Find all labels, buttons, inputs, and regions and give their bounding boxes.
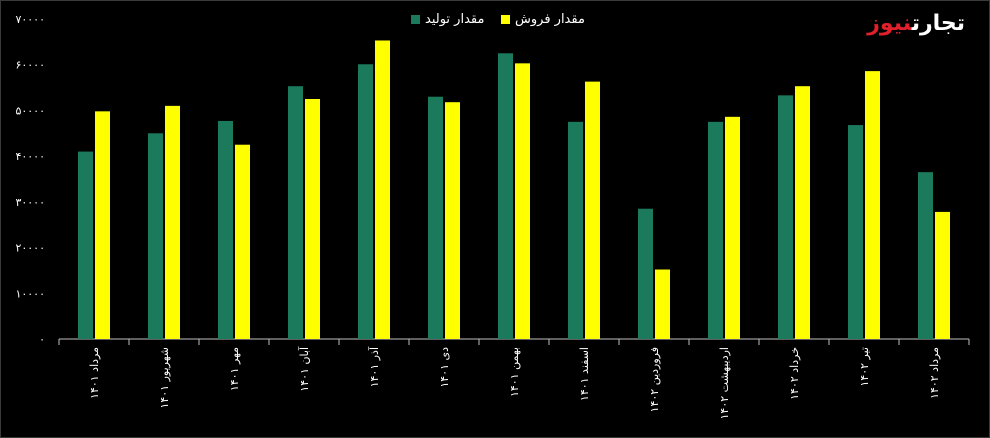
x-tick-label: آبان ۱۴۰۱ — [297, 346, 311, 392]
bar-sales — [235, 144, 250, 339]
bar-production — [78, 151, 93, 339]
bar-production — [778, 95, 793, 339]
y-tick-label: ۱۰۰۰۰ — [15, 287, 45, 300]
legend-label-sales: مقدار فروش — [515, 12, 585, 27]
y-tick-label: ۳۰۰۰۰ — [15, 196, 45, 209]
bar-production — [848, 125, 863, 339]
x-tick-label: مرداد ۱۴۰۲ — [928, 347, 941, 399]
brand-part2: تجارت — [911, 11, 965, 36]
bar-sales — [865, 71, 880, 339]
legend-label-production: مقدار تولید — [425, 12, 484, 27]
x-tick-label: بهمن ۱۴۰۱ — [508, 347, 521, 397]
bar-production — [498, 53, 513, 340]
x-tick-label: تیر ۱۴۰۲ — [858, 347, 871, 387]
y-tick-label: ۰ — [39, 333, 45, 346]
y-tick-label: ۲۰۰۰۰ — [15, 242, 45, 255]
legend-swatch-sales — [501, 15, 510, 24]
bar-production — [638, 208, 653, 339]
bar-sales — [655, 269, 670, 339]
x-tick-label: خرداد ۱۴۰۲ — [788, 347, 801, 400]
y-tick-label: ۴۰۰۰۰ — [15, 150, 45, 163]
x-tick-label: مرداد ۱۴۰۱ — [88, 347, 101, 399]
brand-logo: تجارتنیوز — [867, 11, 965, 36]
bar-sales — [515, 63, 530, 339]
y-tick-label: ۷۰۰۰۰ — [15, 13, 45, 26]
bar-sales — [165, 105, 180, 339]
bar-sales — [725, 116, 740, 339]
x-tick-label: اردیبهشت ۱۴۰۲ — [718, 347, 731, 419]
x-tick-label: دی ۱۴۰۱ — [438, 347, 451, 388]
x-tick-label: آذر ۱۴۰۱ — [367, 346, 381, 387]
bar-production — [428, 96, 443, 339]
bar-sales — [795, 86, 810, 339]
bar-sales — [935, 211, 950, 339]
x-tick-label: مهر ۱۴۰۱ — [228, 347, 241, 391]
bar-sales — [95, 111, 110, 339]
x-tick-label: اسفند ۱۴۰۱ — [578, 347, 591, 401]
bar-production — [708, 121, 723, 339]
brand-part1: نیوز — [867, 11, 912, 36]
bar-production — [918, 172, 933, 339]
bar-sales — [445, 102, 460, 339]
bar-production — [148, 133, 163, 339]
bar-sales — [585, 81, 600, 339]
y-tick-label: ۶۰۰۰۰ — [15, 59, 45, 72]
bar-sales — [375, 40, 390, 339]
legend-swatch-production — [411, 15, 420, 24]
bar-sales — [305, 99, 320, 339]
bar-production — [358, 64, 373, 339]
x-tick-label: فروردین ۱۴۰۲ — [648, 347, 661, 412]
x-tick-label: شهریور ۱۴۰۱ — [158, 347, 171, 409]
bar-production — [288, 86, 303, 339]
bar-production — [218, 120, 233, 339]
bar-production — [568, 121, 583, 339]
y-tick-label: ۵۰۰۰۰ — [15, 104, 45, 117]
